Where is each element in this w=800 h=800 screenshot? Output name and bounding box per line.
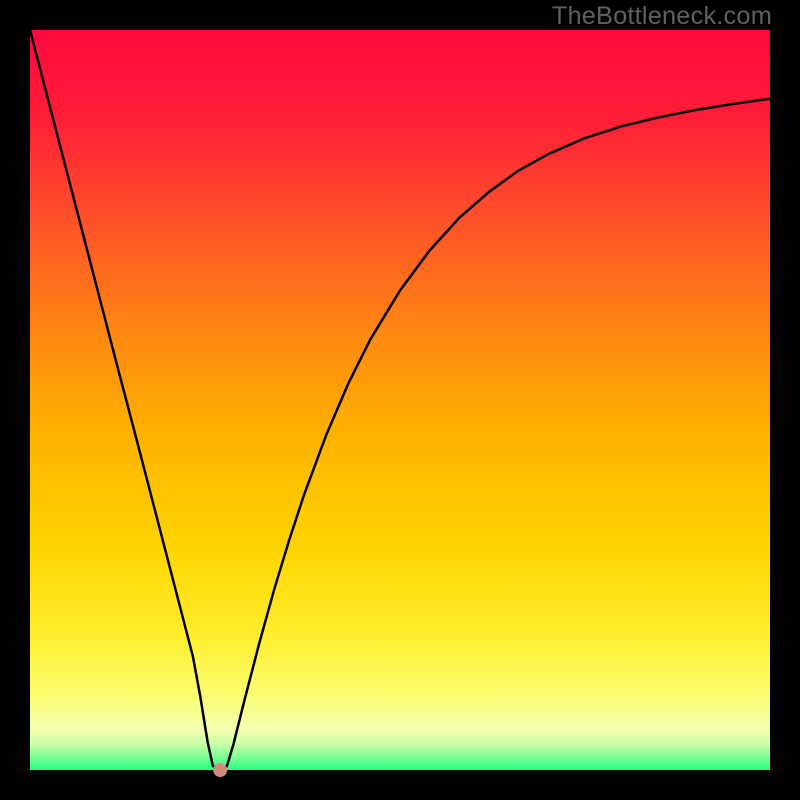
watermark-text: TheBottleneck.com: [552, 2, 772, 31]
minimum-marker: [213, 763, 227, 777]
chart-container: TheBottleneck.com: [0, 0, 800, 800]
chart-svg: [0, 0, 800, 800]
